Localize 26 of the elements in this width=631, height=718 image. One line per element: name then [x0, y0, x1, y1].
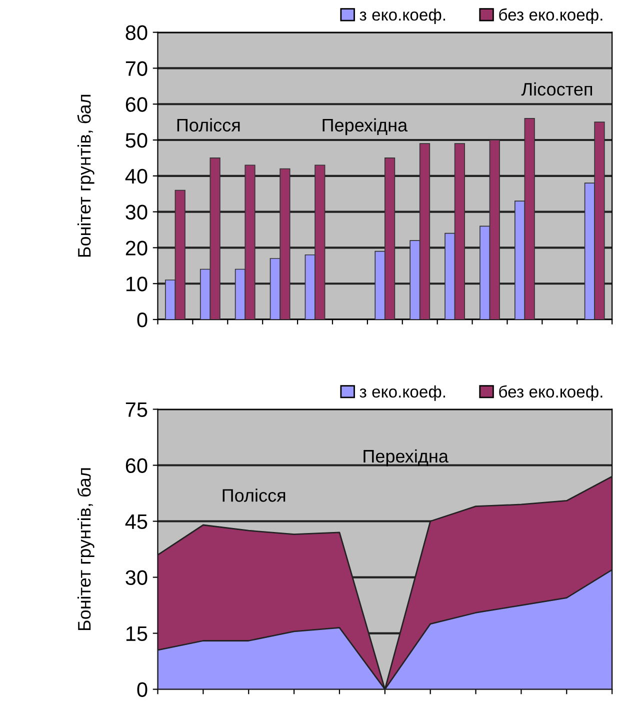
annotation: Полісся — [222, 488, 286, 502]
y-tick-label: 50 — [126, 133, 148, 148]
annotation: Перехідна — [364, 449, 448, 466]
y-tick-label: 70 — [126, 61, 148, 76]
y-tick-label: 20 — [126, 240, 148, 256]
y-axis-title: Бонітет грунтів, бал — [77, 94, 94, 257]
y-tick-label: 40 — [125, 168, 148, 184]
y-tick-label: 80 — [126, 25, 148, 40]
y-tick-label: 60 — [126, 458, 148, 474]
y-axis-title: Бонітет грунтів, бал — [77, 468, 94, 630]
y-tick-label: 0 — [137, 682, 148, 698]
annotation: Полісся — [177, 118, 240, 132]
y-tick-label: 10 — [126, 276, 148, 292]
y-tick-label: 15 — [126, 626, 148, 642]
annotation: Лісостеп — [521, 82, 592, 96]
y-tick-label: 45 — [125, 514, 148, 530]
legend-label: без еко.коеф. — [499, 8, 602, 24]
y-tick-label: 30 — [126, 204, 148, 220]
legend-label: без еко.коеф. — [499, 385, 602, 401]
annotation: Перехідна — [322, 118, 408, 136]
y-tick-label: 60 — [126, 97, 148, 112]
y-tick-label: 30 — [126, 570, 148, 586]
legend-label: з еко.коеф. — [360, 8, 446, 24]
legend-label: з еко.коеф. — [360, 385, 446, 401]
y-tick-label: 75 — [126, 402, 148, 418]
y-tick-label: 0 — [137, 312, 148, 328]
